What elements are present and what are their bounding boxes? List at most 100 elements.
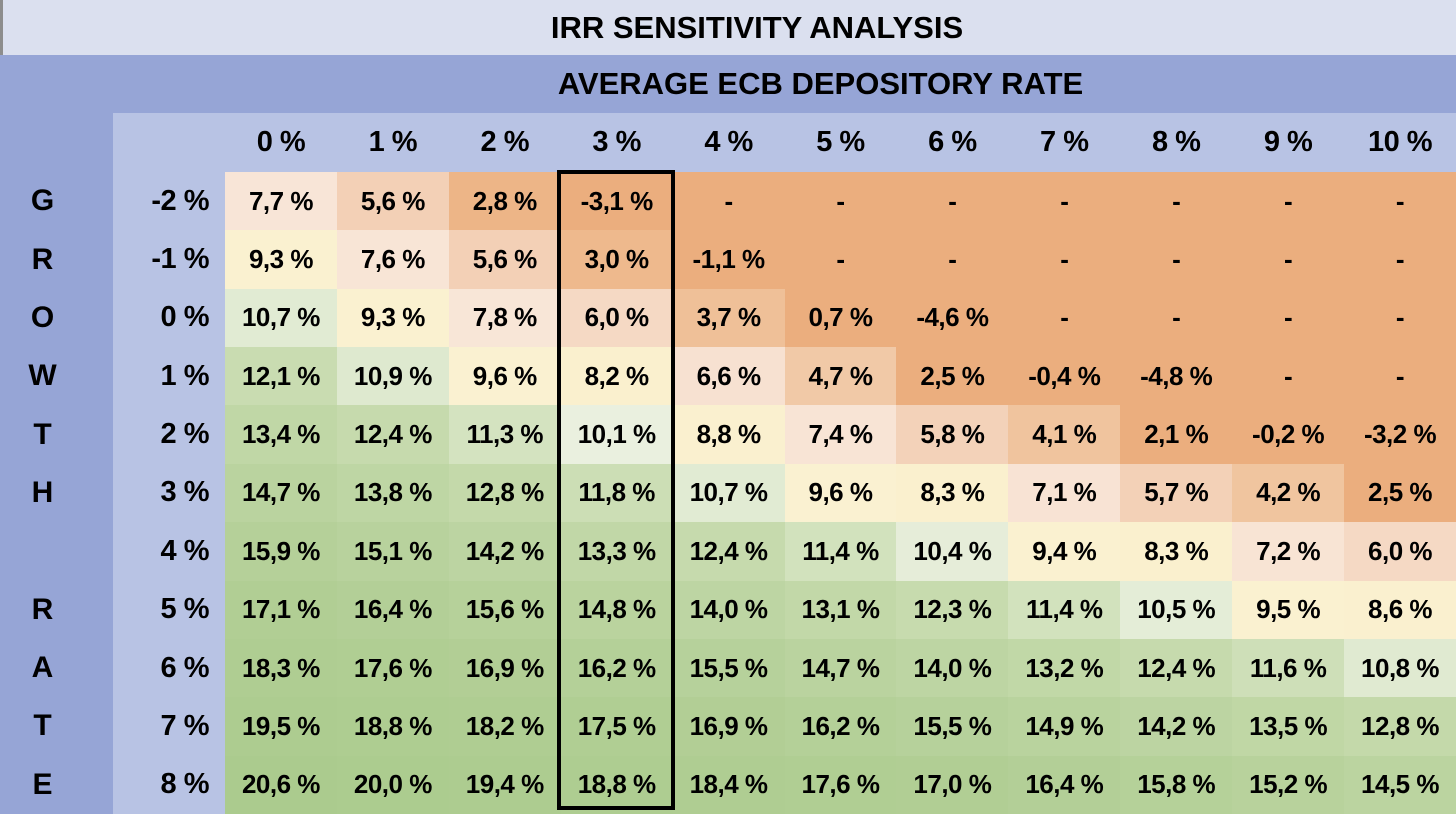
irr-cell-r2-c4[interactable]: 3,7 % — [672, 288, 785, 348]
irr-cell-r6-c0[interactable]: 15,9 % — [225, 522, 337, 581]
irr-cell-r10-c6[interactable]: 17,0 % — [896, 755, 1009, 814]
irr-cell-r2-c6[interactable]: -4,6 % — [896, 288, 1009, 348]
row-header-9[interactable]: 7 % — [113, 697, 225, 756]
row-header-7[interactable]: 5 % — [113, 580, 225, 639]
irr-cell-r5-c10[interactable]: 2,5 % — [1344, 463, 1456, 523]
irr-cell-r0-c9[interactable]: - — [1232, 172, 1345, 231]
irr-cell-r1-c5[interactable]: - — [784, 230, 897, 289]
col-header-8[interactable]: 8 % — [1151, 126, 1201, 158]
irr-cell-r3-c3[interactable]: 8,2 % — [560, 347, 673, 406]
irr-cell-r10-c3[interactable]: 18,8 % — [560, 755, 673, 814]
col-header-4[interactable]: 4 % — [704, 126, 753, 158]
irr-cell-r0-c10[interactable]: - — [1344, 172, 1456, 231]
row-header-1[interactable]: -1 % — [113, 230, 225, 289]
col-header-5[interactable]: 5 % — [816, 126, 865, 158]
irr-cell-r5-c5[interactable]: 9,6 % — [784, 463, 897, 523]
irr-cell-r10-c5[interactable]: 17,6 % — [784, 755, 897, 814]
irr-cell-r1-c3[interactable]: 3,0 % — [560, 230, 673, 289]
col-header-3[interactable]: 3 % — [592, 126, 641, 158]
col-header-7[interactable]: 7 % — [1040, 126, 1089, 158]
row-header-0[interactable]: -2 % — [113, 172, 225, 231]
irr-cell-r6-c4[interactable]: 12,4 % — [672, 522, 785, 581]
irr-cell-r5-c0[interactable]: 14,7 % — [225, 463, 337, 523]
irr-cell-r7-c10[interactable]: 8,6 % — [1344, 580, 1456, 639]
irr-cell-r3-c4[interactable]: 6,6 % — [672, 347, 785, 406]
irr-cell-r7-c2[interactable]: 15,6 % — [448, 580, 561, 639]
irr-cell-r3-c1[interactable]: 10,9 % — [336, 347, 449, 406]
irr-cell-r8-c8[interactable]: 12,4 % — [1120, 638, 1233, 698]
row-header-4[interactable]: 2 % — [113, 405, 225, 464]
irr-cell-r1-c4[interactable]: -1,1 % — [672, 230, 785, 289]
irr-cell-r5-c4[interactable]: 10,7 % — [672, 463, 785, 523]
col-header-1[interactable]: 1 % — [368, 126, 418, 158]
irr-cell-r10-c8[interactable]: 15,8 % — [1120, 755, 1233, 814]
irr-cell-r5-c9[interactable]: 4,2 % — [1232, 463, 1345, 523]
irr-cell-r8-c3[interactable]: 16,2 % — [560, 638, 673, 698]
irr-cell-r0-c1[interactable]: 5,6 % — [336, 172, 449, 231]
col-header-10[interactable]: 10 % — [1367, 126, 1433, 158]
irr-cell-r7-c5[interactable]: 13,1 % — [784, 580, 897, 639]
irr-cell-r2-c8[interactable]: - — [1120, 288, 1233, 348]
irr-cell-r2-c5[interactable]: 0,7 % — [784, 288, 897, 348]
irr-cell-r0-c2[interactable]: 2,8 % — [448, 172, 561, 231]
irr-cell-r4-c2[interactable]: 11,3 % — [448, 405, 561, 464]
irr-cell-r1-c7[interactable]: - — [1008, 230, 1121, 289]
row-header-3[interactable]: 1 % — [113, 347, 225, 406]
irr-cell-r10-c7[interactable]: 16,4 % — [1008, 755, 1121, 814]
irr-cell-r0-c7[interactable]: - — [1008, 172, 1121, 231]
irr-cell-r3-c9[interactable]: - — [1232, 347, 1345, 406]
row-header-6[interactable]: 4 % — [113, 522, 225, 581]
irr-cell-r6-c5[interactable]: 11,4 % — [784, 522, 897, 581]
irr-cell-r9-c6[interactable]: 15,5 % — [896, 697, 1009, 756]
irr-cell-r7-c8[interactable]: 10,5 % — [1120, 580, 1233, 639]
irr-cell-r4-c4[interactable]: 8,8 % — [672, 405, 785, 464]
col-header-0[interactable]: 0 % — [256, 126, 306, 158]
irr-cell-r9-c2[interactable]: 18,2 % — [448, 697, 561, 756]
irr-cell-r9-c3[interactable]: 17,5 % — [560, 697, 673, 756]
irr-cell-r8-c5[interactable]: 14,7 % — [784, 638, 897, 698]
irr-cell-r9-c4[interactable]: 16,9 % — [672, 697, 785, 756]
row-header-2[interactable]: 0 % — [113, 288, 225, 348]
irr-cell-r6-c7[interactable]: 9,4 % — [1008, 522, 1121, 581]
irr-cell-r7-c3[interactable]: 14,8 % — [560, 580, 673, 639]
irr-cell-r0-c0[interactable]: 7,7 % — [225, 172, 337, 231]
irr-cell-r7-c0[interactable]: 17,1 % — [225, 580, 337, 639]
row-header-8[interactable]: 6 % — [113, 638, 225, 698]
irr-cell-r6-c6[interactable]: 10,4 % — [896, 522, 1009, 581]
irr-cell-r1-c1[interactable]: 7,6 % — [336, 230, 449, 289]
irr-cell-r3-c8[interactable]: -4,8 % — [1120, 347, 1233, 406]
irr-cell-r2-c7[interactable]: - — [1008, 288, 1121, 348]
irr-cell-r6-c10[interactable]: 6,0 % — [1344, 522, 1456, 581]
irr-cell-r2-c0[interactable]: 10,7 % — [225, 288, 337, 348]
irr-cell-r3-c10[interactable]: - — [1344, 347, 1456, 406]
irr-cell-r10-c1[interactable]: 20,0 % — [336, 755, 449, 814]
irr-cell-r2-c1[interactable]: 9,3 % — [336, 288, 449, 348]
irr-cell-r9-c10[interactable]: 12,8 % — [1344, 697, 1456, 756]
irr-cell-r9-c7[interactable]: 14,9 % — [1008, 697, 1121, 756]
irr-cell-r5-c6[interactable]: 8,3 % — [896, 463, 1009, 523]
irr-cell-r4-c6[interactable]: 5,8 % — [896, 405, 1009, 464]
irr-cell-r3-c6[interactable]: 2,5 % — [896, 347, 1009, 406]
irr-cell-r6-c9[interactable]: 7,2 % — [1232, 522, 1345, 581]
irr-cell-r8-c2[interactable]: 16,9 % — [448, 638, 561, 698]
irr-cell-r7-c1[interactable]: 16,4 % — [336, 580, 449, 639]
irr-cell-r7-c7[interactable]: 11,4 % — [1008, 580, 1121, 639]
irr-cell-r3-c2[interactable]: 9,6 % — [448, 347, 561, 406]
irr-cell-r9-c1[interactable]: 18,8 % — [336, 697, 449, 756]
irr-cell-r5-c2[interactable]: 12,8 % — [448, 463, 561, 523]
irr-cell-r7-c6[interactable]: 12,3 % — [896, 580, 1009, 639]
irr-cell-r10-c0[interactable]: 20,6 % — [225, 755, 337, 814]
irr-cell-r6-c2[interactable]: 14,2 % — [448, 522, 561, 581]
irr-cell-r0-c4[interactable]: - — [672, 172, 785, 231]
irr-cell-r1-c9[interactable]: - — [1232, 230, 1345, 289]
irr-cell-r1-c8[interactable]: - — [1120, 230, 1233, 289]
irr-cell-r8-c9[interactable]: 11,6 % — [1232, 638, 1345, 698]
irr-cell-r0-c8[interactable]: - — [1120, 172, 1233, 231]
irr-cell-r1-c2[interactable]: 5,6 % — [448, 230, 561, 289]
irr-cell-r5-c8[interactable]: 5,7 % — [1120, 463, 1233, 523]
irr-cell-r4-c0[interactable]: 13,4 % — [225, 405, 337, 464]
irr-cell-r1-c10[interactable]: - — [1344, 230, 1456, 289]
irr-cell-r5-c7[interactable]: 7,1 % — [1008, 463, 1121, 523]
irr-cell-r5-c3[interactable]: 11,8 % — [560, 463, 673, 523]
irr-cell-r7-c9[interactable]: 9,5 % — [1232, 580, 1345, 639]
